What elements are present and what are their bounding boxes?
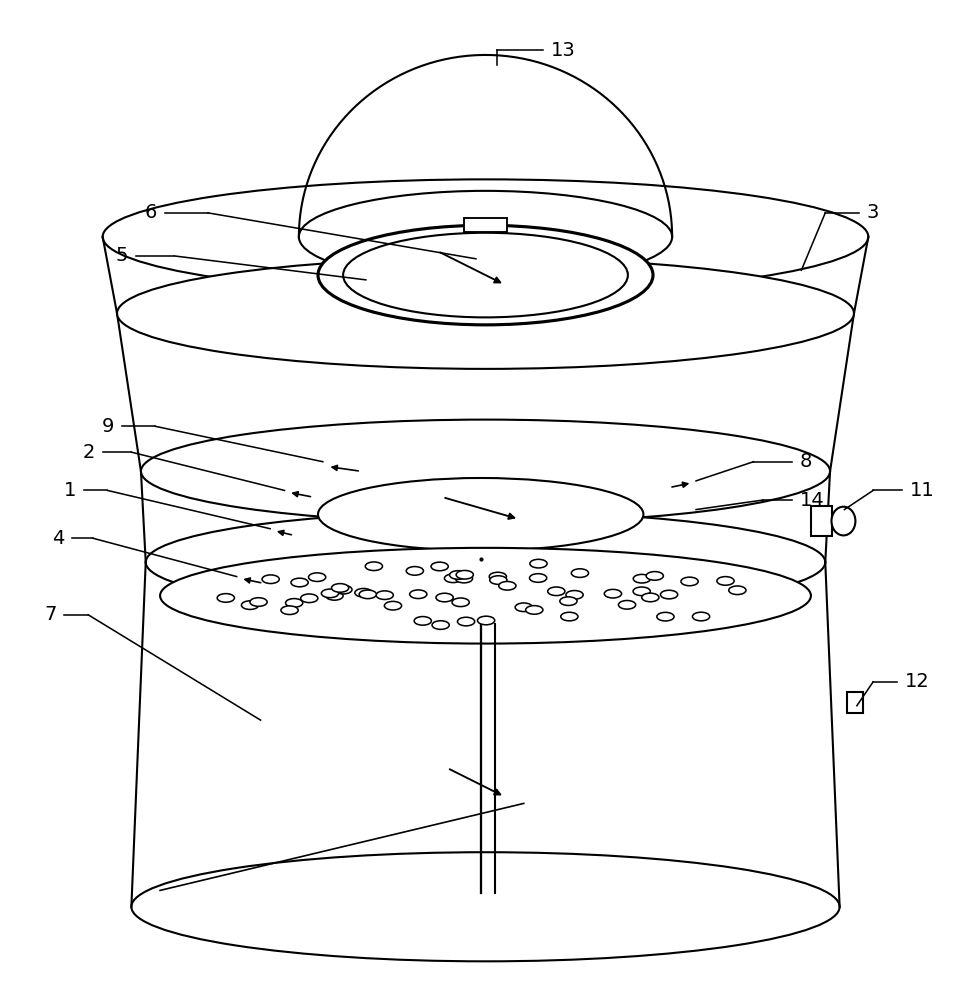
Text: 4: 4: [52, 529, 64, 548]
Ellipse shape: [560, 597, 577, 605]
Ellipse shape: [291, 578, 308, 587]
Ellipse shape: [299, 191, 672, 283]
Ellipse shape: [359, 590, 377, 599]
Ellipse shape: [450, 571, 467, 579]
Ellipse shape: [660, 590, 678, 599]
Ellipse shape: [478, 616, 494, 625]
Ellipse shape: [604, 589, 621, 598]
Ellipse shape: [242, 601, 258, 609]
Ellipse shape: [525, 606, 543, 614]
Ellipse shape: [318, 225, 653, 325]
Ellipse shape: [343, 233, 628, 317]
Ellipse shape: [831, 507, 855, 535]
Ellipse shape: [499, 581, 516, 590]
Ellipse shape: [633, 574, 651, 583]
Ellipse shape: [431, 562, 449, 571]
Ellipse shape: [717, 577, 734, 585]
Ellipse shape: [301, 594, 318, 603]
Ellipse shape: [103, 179, 868, 294]
Ellipse shape: [656, 612, 674, 621]
Ellipse shape: [457, 617, 475, 626]
Ellipse shape: [529, 574, 547, 582]
Ellipse shape: [530, 559, 547, 568]
FancyBboxPatch shape: [464, 218, 507, 232]
Ellipse shape: [560, 612, 578, 621]
Ellipse shape: [281, 606, 298, 615]
Text: 13: 13: [551, 41, 576, 60]
Ellipse shape: [365, 562, 383, 571]
Ellipse shape: [566, 591, 584, 599]
Ellipse shape: [335, 585, 352, 594]
Text: 6: 6: [145, 203, 157, 222]
Ellipse shape: [455, 574, 473, 583]
Ellipse shape: [489, 572, 507, 581]
FancyBboxPatch shape: [811, 506, 832, 536]
Ellipse shape: [516, 603, 532, 612]
Text: 1: 1: [63, 481, 76, 500]
Ellipse shape: [729, 586, 746, 595]
Ellipse shape: [692, 612, 710, 621]
Ellipse shape: [646, 572, 663, 580]
FancyBboxPatch shape: [848, 692, 862, 713]
Ellipse shape: [331, 584, 349, 592]
Text: 11: 11: [910, 481, 934, 500]
Ellipse shape: [633, 587, 651, 596]
Ellipse shape: [218, 594, 234, 602]
Ellipse shape: [318, 478, 644, 551]
Ellipse shape: [456, 570, 474, 579]
Text: 8: 8: [799, 452, 812, 471]
Ellipse shape: [642, 593, 659, 602]
Text: 7: 7: [45, 605, 56, 624]
Ellipse shape: [141, 420, 830, 523]
Ellipse shape: [354, 588, 372, 597]
Ellipse shape: [385, 601, 402, 610]
Text: 5: 5: [116, 246, 128, 265]
Text: 3: 3: [866, 203, 879, 222]
Ellipse shape: [321, 589, 339, 598]
Text: 9: 9: [102, 417, 115, 436]
Ellipse shape: [410, 590, 427, 599]
Ellipse shape: [376, 591, 393, 599]
Ellipse shape: [131, 852, 840, 961]
Ellipse shape: [432, 621, 450, 629]
Text: 14: 14: [799, 490, 824, 510]
Ellipse shape: [160, 548, 811, 644]
Text: 2: 2: [83, 443, 95, 462]
Ellipse shape: [262, 575, 280, 584]
Ellipse shape: [548, 587, 565, 596]
Ellipse shape: [619, 601, 636, 609]
Ellipse shape: [250, 598, 267, 606]
Ellipse shape: [406, 567, 423, 575]
Ellipse shape: [452, 598, 469, 607]
Ellipse shape: [436, 593, 453, 602]
Ellipse shape: [146, 511, 825, 613]
Ellipse shape: [445, 574, 461, 583]
Ellipse shape: [571, 569, 588, 577]
Ellipse shape: [117, 258, 854, 369]
Ellipse shape: [681, 577, 698, 586]
Ellipse shape: [326, 592, 343, 600]
Ellipse shape: [489, 576, 507, 584]
Ellipse shape: [415, 617, 431, 625]
Ellipse shape: [309, 573, 325, 581]
Ellipse shape: [285, 599, 303, 607]
Text: 12: 12: [905, 672, 929, 691]
